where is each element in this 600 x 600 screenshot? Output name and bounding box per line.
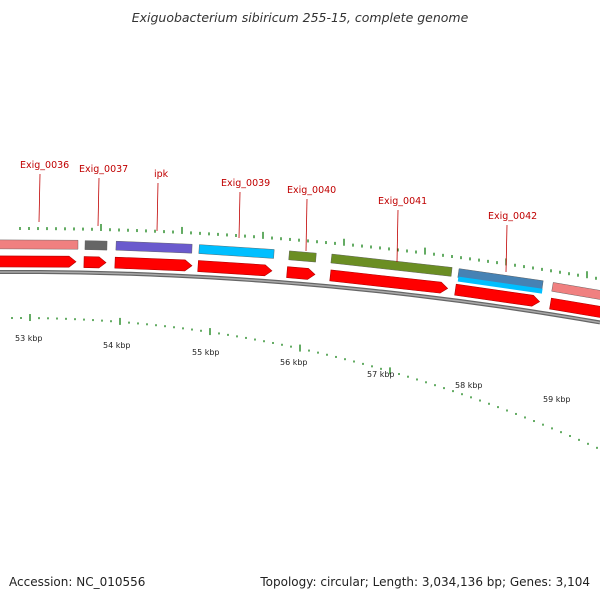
gene-labels: Exig_0036 Exig_0037 ipk Exig_0039 Exig_0040 E… xyxy=(20,160,537,222)
strand-arrow xyxy=(454,283,541,307)
feature-bar xyxy=(0,239,79,250)
strand-arrow xyxy=(0,255,77,268)
strand-arrows xyxy=(0,255,600,320)
leader-line xyxy=(238,191,241,239)
scale-label: 53 kbp xyxy=(15,334,43,343)
accession-label: Accession: NC_010556 xyxy=(9,575,146,589)
leader-line xyxy=(305,198,308,252)
strand-arrow xyxy=(329,269,449,294)
top-ticks xyxy=(19,223,597,280)
feature-bar xyxy=(551,282,600,303)
strand-arrow xyxy=(549,297,600,320)
scale-label: 56 kbp xyxy=(280,358,308,367)
scale-label: 55 kbp xyxy=(192,348,220,357)
gene-label: ipk xyxy=(154,169,169,180)
feature-bar xyxy=(457,276,543,294)
gene-label: Exig_0036 xyxy=(20,160,69,171)
strand-arrow xyxy=(286,266,316,280)
feature-bar xyxy=(330,253,453,277)
scale-label: 54 kbp xyxy=(103,341,131,350)
leader-line xyxy=(156,182,159,232)
feature-bar xyxy=(288,250,317,263)
strand-arrow xyxy=(197,260,273,277)
gene-label: Exig_0039 xyxy=(221,178,270,189)
scale-labels: 53 kbp 54 kbp 55 kbp 56 kbp 57 kbp 58 kbp 59 k… xyxy=(15,334,571,404)
leader-line xyxy=(505,224,508,273)
scale-label: 58 kbp xyxy=(455,381,483,390)
strand-arrow xyxy=(83,256,107,269)
gene-label: Exig_0037 xyxy=(79,164,128,175)
gene-label: Exig_0040 xyxy=(287,185,336,196)
genome-info-label: Topology: circular; Length: 3,034,136 bp… xyxy=(260,575,590,589)
strand-arrow xyxy=(114,256,193,272)
scale-label: 57 kbp xyxy=(367,370,395,379)
leader-line xyxy=(97,177,100,227)
feature-bars xyxy=(0,239,600,303)
scale-ticks xyxy=(11,314,598,449)
gene-label: Exig_0042 xyxy=(488,211,537,222)
label-leaders xyxy=(38,173,508,273)
backbone-highlight xyxy=(0,271,600,324)
leader-line xyxy=(396,209,399,263)
map-title: Exiguobacterium sibiricum 255-15, comple… xyxy=(131,10,469,25)
scale-label: 59 kbp xyxy=(543,395,571,404)
feature-bar xyxy=(84,240,108,251)
gene-label: Exig_0041 xyxy=(378,196,427,207)
leader-line xyxy=(38,173,41,223)
feature-bar xyxy=(198,244,275,259)
feature-bar xyxy=(115,240,193,254)
backbone xyxy=(0,269,600,325)
